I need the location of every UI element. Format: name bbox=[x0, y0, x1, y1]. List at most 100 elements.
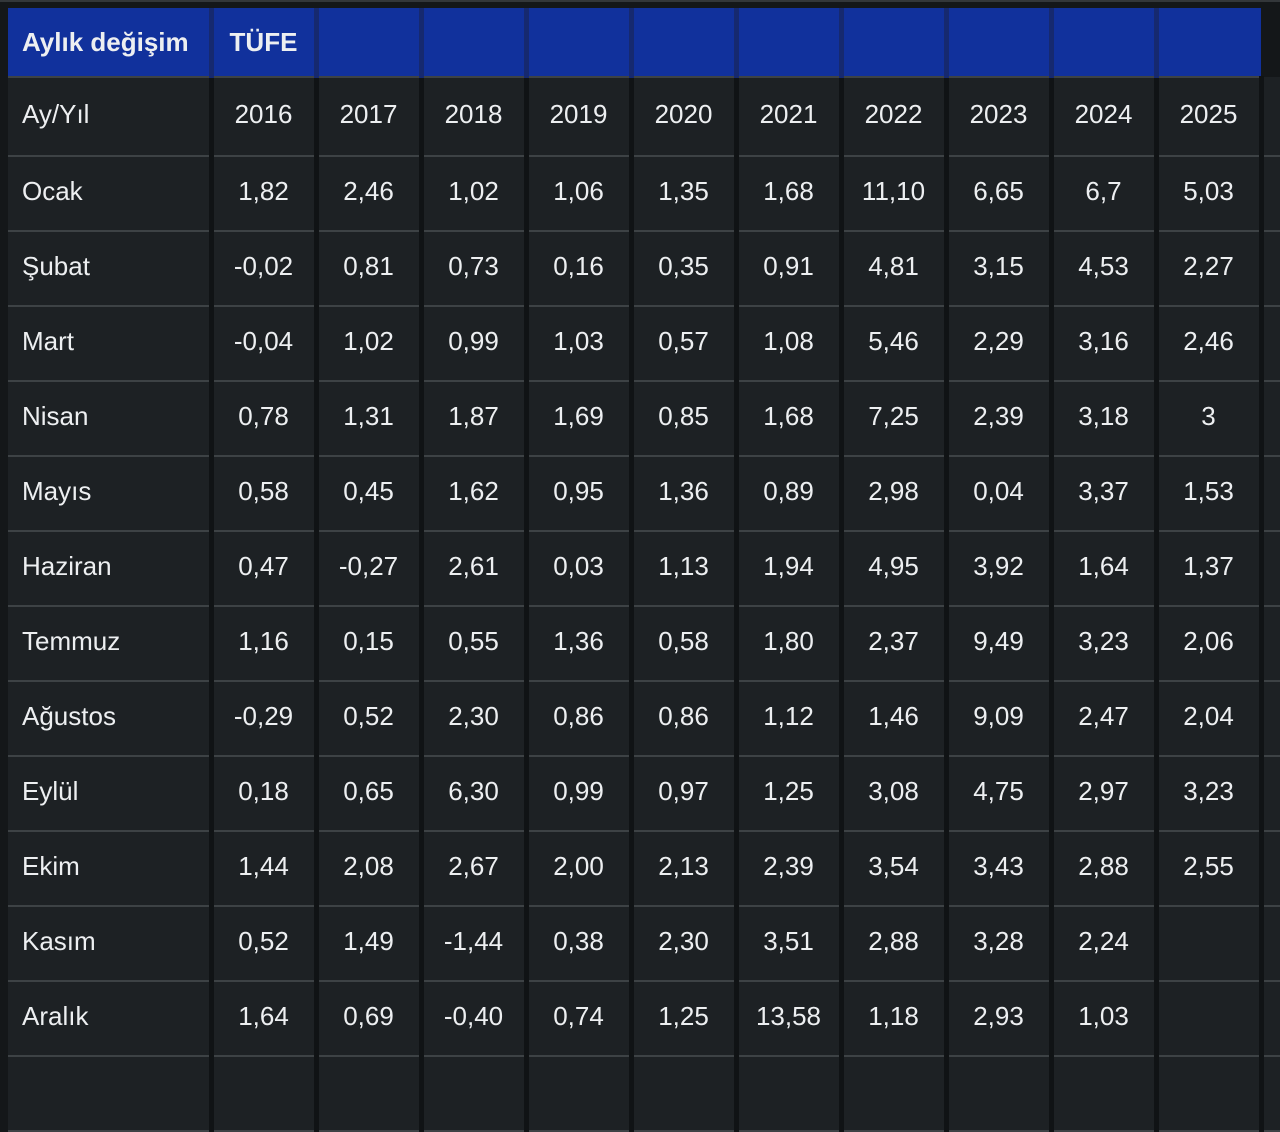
month-label: Mayıs bbox=[8, 456, 214, 532]
value-cell: 7,25 bbox=[841, 381, 949, 457]
empty-cell bbox=[1261, 306, 1280, 382]
value-cell: 4,75 bbox=[946, 756, 1054, 832]
month-data-row: Mart -0,04 1,02 0,99 1,03 0,57 1,08 5,46 2,29 3,1… bbox=[8, 306, 1280, 382]
value-cell: 1,49 bbox=[316, 906, 424, 982]
value-cell: 0,86 bbox=[526, 681, 634, 757]
value-cell: 0,38 bbox=[526, 906, 634, 982]
value-cell: 3,37 bbox=[1051, 456, 1159, 532]
value-cell bbox=[946, 1056, 1054, 1132]
value-cell: 3,54 bbox=[841, 831, 949, 907]
value-cell: 1,35 bbox=[631, 156, 739, 232]
value-cell: 0,69 bbox=[316, 981, 424, 1057]
value-cell: 6,7 bbox=[1051, 156, 1159, 232]
month-data-row: Kasım 0,52 1,49 -1,44 0,38 2,30 3,51 2,88 3,28 2,… bbox=[8, 906, 1280, 982]
value-cell: 0,35 bbox=[631, 231, 739, 307]
header-empty-cell bbox=[736, 8, 844, 78]
value-cell: -0,02 bbox=[211, 231, 319, 307]
value-cell: 0,74 bbox=[526, 981, 634, 1057]
empty-cell bbox=[1261, 531, 1280, 607]
value-cell: 3,23 bbox=[1156, 756, 1264, 832]
month-label: Ağustos bbox=[8, 681, 214, 757]
year-header-row: Ay/Yıl 2016 2017 2018 2019 2020 2021 2022 2023 20… bbox=[8, 77, 1280, 157]
value-cell: 2,55 bbox=[1156, 831, 1264, 907]
value-cell: 9,49 bbox=[946, 606, 1054, 682]
month-data-row: Haziran 0,47 -0,27 2,61 0,03 1,13 1,94 4,95 3,92… bbox=[8, 531, 1280, 607]
header-empty-cell bbox=[631, 8, 739, 78]
value-cell: 1,18 bbox=[841, 981, 949, 1057]
value-cell bbox=[1051, 1056, 1159, 1132]
empty-cell bbox=[1261, 1056, 1280, 1132]
year-cell: 2019 bbox=[526, 77, 634, 157]
value-cell bbox=[1156, 1056, 1264, 1132]
value-cell: 1,02 bbox=[316, 306, 424, 382]
value-cell: 0,15 bbox=[316, 606, 424, 682]
value-cell: 1,53 bbox=[1156, 456, 1264, 532]
value-cell: 2,04 bbox=[1156, 681, 1264, 757]
value-cell: 2,29 bbox=[946, 306, 1054, 382]
value-cell bbox=[211, 1056, 319, 1132]
value-cell bbox=[736, 1056, 844, 1132]
year-row-label: Ay/Yıl bbox=[8, 77, 214, 157]
value-cell: 1,68 bbox=[736, 381, 844, 457]
value-cell: 1,64 bbox=[211, 981, 319, 1057]
value-cell: -0,04 bbox=[211, 306, 319, 382]
value-cell: 3,18 bbox=[1051, 381, 1159, 457]
year-cell: 2017 bbox=[316, 77, 424, 157]
value-cell: 1,12 bbox=[736, 681, 844, 757]
value-cell: 2,06 bbox=[1156, 606, 1264, 682]
header-empty-cell bbox=[1156, 8, 1261, 78]
month-data-row: Şubat -0,02 0,81 0,73 0,16 0,35 0,91 4,81 3,15 4,… bbox=[8, 231, 1280, 307]
year-cell: 2020 bbox=[631, 77, 739, 157]
month-data-row: Eylül 0,18 0,65 6,30 0,99 0,97 1,25 3,08 4,75 2,9… bbox=[8, 756, 1280, 832]
value-cell: 2,67 bbox=[421, 831, 529, 907]
value-cell: 0,03 bbox=[526, 531, 634, 607]
value-cell: 1,03 bbox=[1051, 981, 1159, 1057]
empty-cell bbox=[1261, 456, 1280, 532]
value-cell: 2,46 bbox=[316, 156, 424, 232]
value-cell: 0,99 bbox=[421, 306, 529, 382]
value-cell: 4,95 bbox=[841, 531, 949, 607]
value-cell: 0,78 bbox=[211, 381, 319, 457]
value-cell: 0,95 bbox=[526, 456, 634, 532]
empty-cell bbox=[1261, 77, 1280, 157]
value-cell: 6,65 bbox=[946, 156, 1054, 232]
month-label: Ocak bbox=[8, 156, 214, 232]
value-cell bbox=[1156, 906, 1264, 982]
value-cell: 1,62 bbox=[421, 456, 529, 532]
month-label bbox=[8, 1056, 214, 1132]
year-cell: 2018 bbox=[421, 77, 529, 157]
value-cell: 0,73 bbox=[421, 231, 529, 307]
value-cell: 0,97 bbox=[631, 756, 739, 832]
table-header-row: Aylık değişim TÜFE bbox=[8, 8, 1280, 78]
value-cell: 1,03 bbox=[526, 306, 634, 382]
empty-cell bbox=[1261, 981, 1280, 1057]
value-cell: 2,61 bbox=[421, 531, 529, 607]
value-cell: 0,55 bbox=[421, 606, 529, 682]
value-cell: 2,39 bbox=[946, 381, 1054, 457]
value-cell: 9,09 bbox=[946, 681, 1054, 757]
value-cell bbox=[841, 1056, 949, 1132]
value-cell: 0,91 bbox=[736, 231, 844, 307]
value-cell: 3 bbox=[1156, 381, 1264, 457]
value-cell: 0,58 bbox=[211, 456, 319, 532]
value-cell: 1,02 bbox=[421, 156, 529, 232]
value-cell: 4,81 bbox=[841, 231, 949, 307]
value-cell: 2,46 bbox=[1156, 306, 1264, 382]
value-cell: 2,24 bbox=[1051, 906, 1159, 982]
value-cell: -0,40 bbox=[421, 981, 529, 1057]
year-cell: 2023 bbox=[946, 77, 1054, 157]
empty-cell bbox=[1261, 831, 1280, 907]
value-cell: 3,08 bbox=[841, 756, 949, 832]
value-cell: 2,30 bbox=[421, 681, 529, 757]
year-cell: 2016 bbox=[211, 77, 319, 157]
header-empty-cell bbox=[421, 8, 529, 78]
dataset-label: TÜFE bbox=[211, 8, 319, 78]
value-cell: 0,86 bbox=[631, 681, 739, 757]
value-cell: 1,80 bbox=[736, 606, 844, 682]
trailing-empty-row bbox=[8, 1056, 1280, 1132]
value-cell: -1,44 bbox=[421, 906, 529, 982]
month-data-row: Ekim 1,44 2,08 2,67 2,00 2,13 2,39 3,54 3,43 2,88… bbox=[8, 831, 1280, 907]
value-cell: 1,69 bbox=[526, 381, 634, 457]
value-cell: 3,28 bbox=[946, 906, 1054, 982]
value-cell: 2,39 bbox=[736, 831, 844, 907]
